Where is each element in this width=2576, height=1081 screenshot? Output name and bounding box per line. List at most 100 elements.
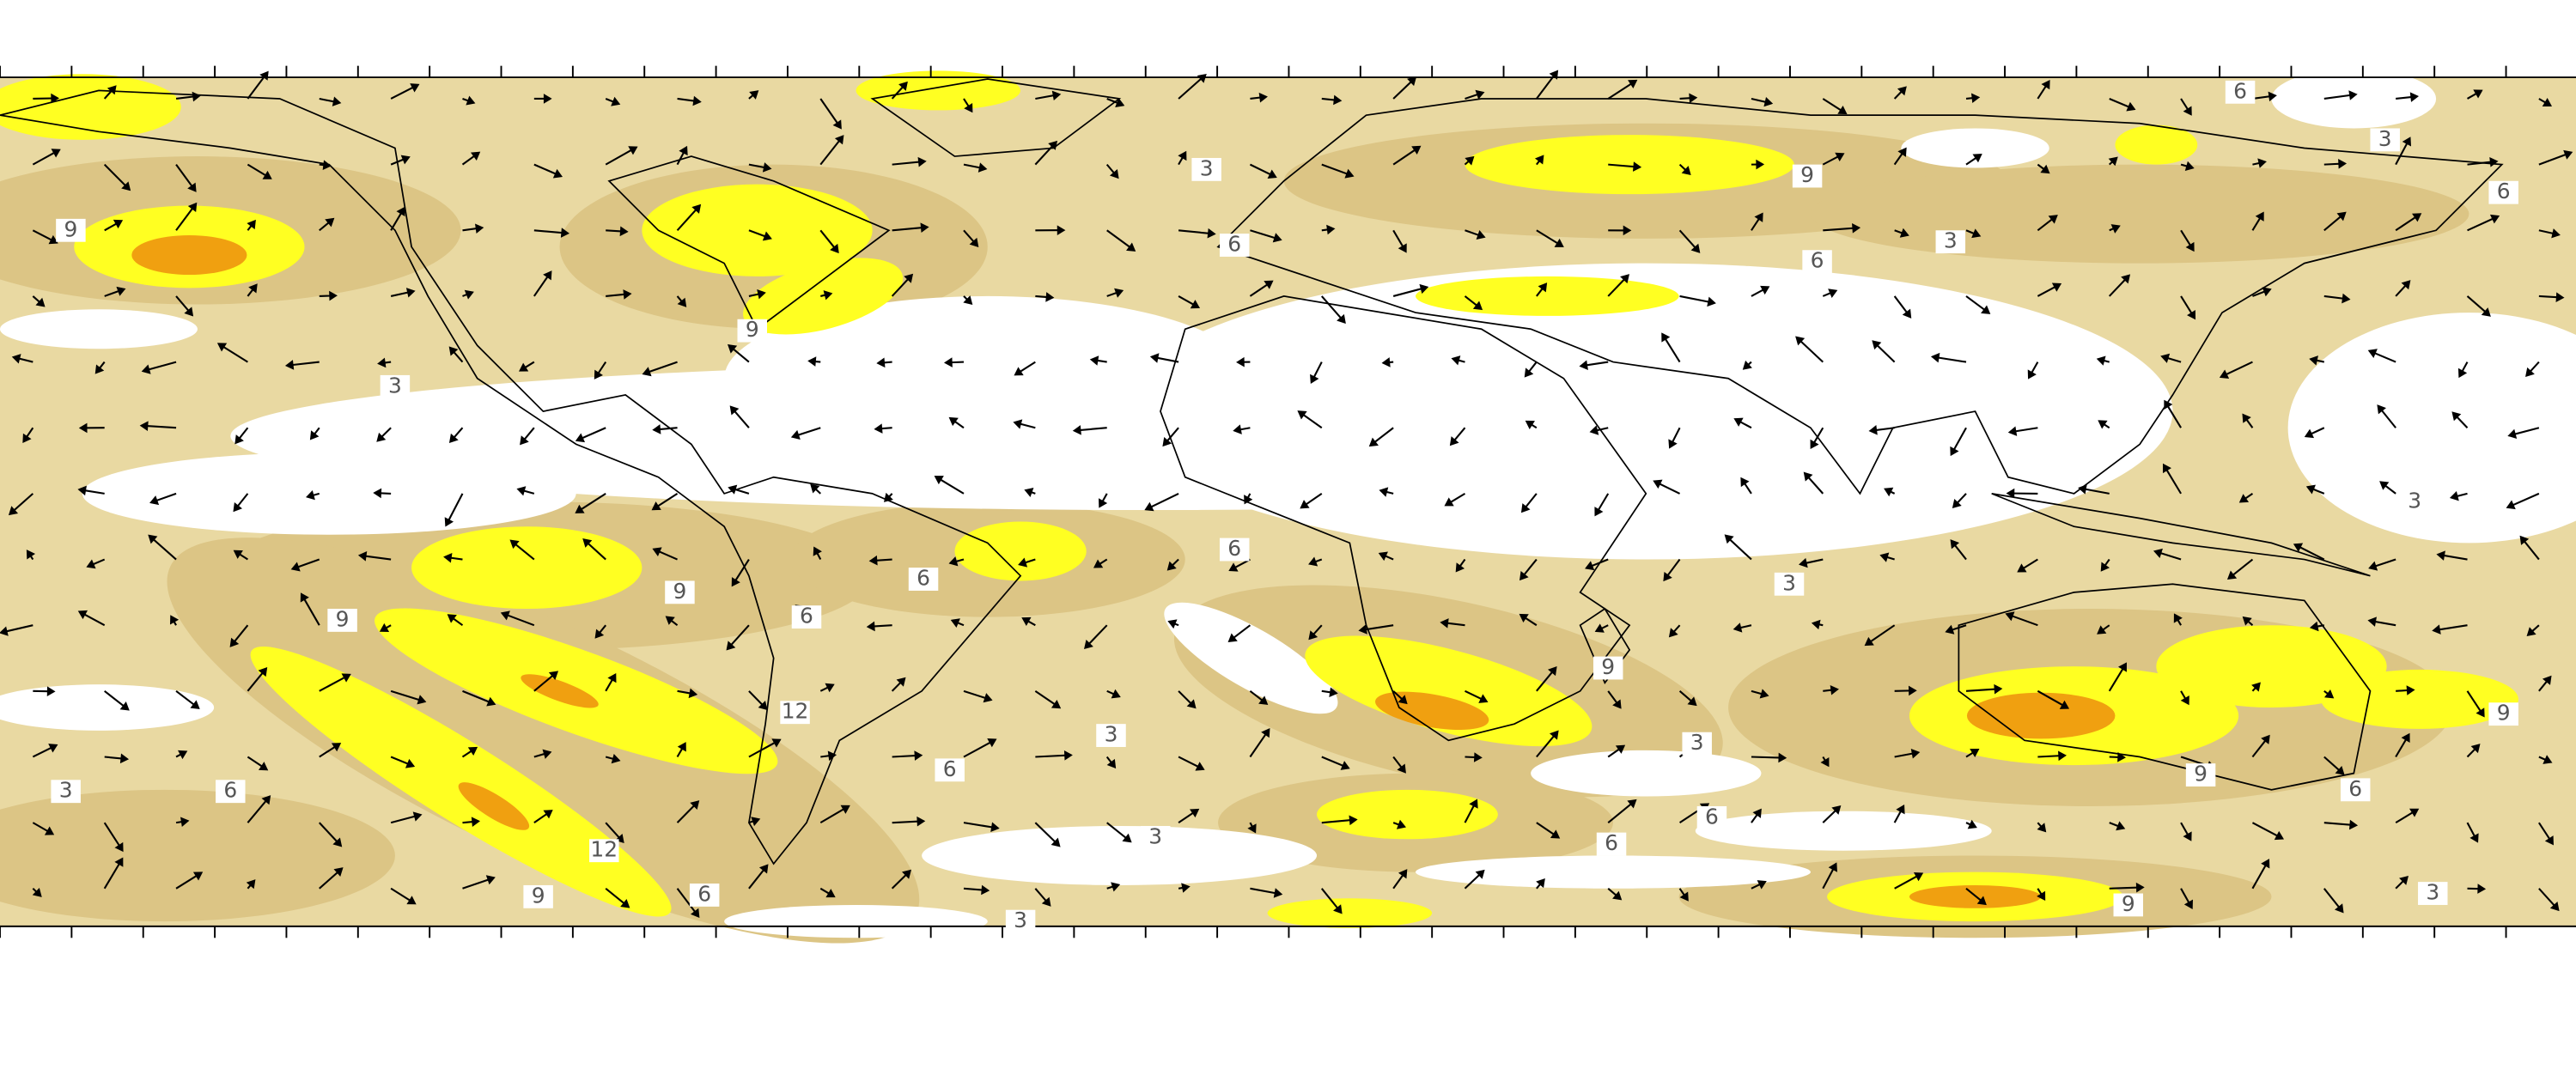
- wind-arrow-head: [190, 700, 200, 709]
- wind-arrow-head: [2406, 685, 2415, 695]
- wind-arrow-head: [1810, 439, 1819, 449]
- wind-arrow-head: [471, 817, 480, 827]
- wind-arrow-head: [1093, 559, 1104, 568]
- contour-label: 6: [1605, 830, 1618, 855]
- wind-arrow-head: [329, 290, 338, 301]
- wind-arrow-head: [2183, 899, 2193, 909]
- wind-arrow-head: [94, 364, 105, 374]
- wind-arrow-head: [1910, 749, 1921, 759]
- wind-arrow-head: [983, 693, 993, 703]
- wind-arrow-head: [2238, 494, 2250, 503]
- wind-arrow-head: [1994, 683, 2003, 695]
- shade-white: [1164, 602, 1338, 714]
- wind-arrow-head: [2542, 675, 2552, 685]
- wind-arrow-head: [1884, 487, 1894, 497]
- wind-arrow-head: [1051, 90, 1062, 101]
- wind-arrow-head: [1440, 618, 1449, 629]
- wind-arrow-head: [1050, 699, 1062, 709]
- wind-arrow-head: [2098, 420, 2108, 429]
- wind-arrow-head: [1519, 613, 1529, 623]
- wind-arrow-head: [575, 504, 585, 513]
- wind-arrow-head: [762, 231, 772, 241]
- wind-arrow-head: [1525, 420, 1535, 429]
- wind-arrow-head: [0, 626, 9, 636]
- wind-arrow-head: [332, 837, 343, 847]
- wind-arrow-head: [1310, 373, 1319, 384]
- wind-arrow-head: [1178, 150, 1187, 161]
- wind-arrow-head: [1585, 561, 1595, 571]
- wind-arrow-head: [405, 288, 416, 298]
- shade-yellow: [250, 647, 672, 917]
- wind-arrow-head: [1273, 888, 1283, 898]
- wind-arrow-head: [2153, 548, 2163, 558]
- contour-label-bg: [1682, 732, 1712, 756]
- wind-arrow-head: [77, 610, 88, 620]
- wind-arrow-head: [1333, 904, 1343, 914]
- wind-arrow-head: [290, 562, 301, 572]
- wind-arrow-head: [1472, 301, 1483, 311]
- wind-arrow-head: [917, 816, 926, 827]
- wind-arrow-head: [807, 356, 817, 367]
- contour-label-bg: [1696, 805, 1727, 829]
- wind-arrow-head: [486, 696, 496, 707]
- wind-arrow-head: [309, 430, 320, 440]
- wind-arrow-head: [1111, 882, 1121, 892]
- wind-arrow-head: [1272, 233, 1282, 243]
- coastlines: [0, 78, 2504, 865]
- wind-arrow-head: [1689, 93, 1698, 104]
- wind-arrow-head: [121, 181, 131, 191]
- wind-arrow-head: [2007, 426, 2018, 436]
- wind-arrow-head: [1089, 355, 1099, 366]
- wind-arrow-head: [78, 422, 88, 434]
- wind-arrow-head: [51, 149, 61, 158]
- wind-arrow-head: [32, 887, 42, 897]
- contour-label: 3: [2426, 880, 2439, 905]
- wind-arrow-head: [2059, 700, 2070, 709]
- wind-arrow-head: [284, 360, 295, 370]
- wind-arrow-head: [1233, 424, 1242, 434]
- wind-arrow-head: [1864, 636, 1874, 647]
- wind-arrow-head: [1115, 98, 1125, 107]
- contour-label-bg: [327, 609, 357, 632]
- contour-label: 12: [590, 837, 618, 862]
- shade-white: [724, 904, 988, 938]
- shade-orange: [131, 235, 247, 276]
- wind-arrow-head: [2037, 890, 2046, 902]
- wind-arrow-head: [187, 202, 198, 212]
- wind-arrow-head: [1455, 562, 1465, 573]
- contour-label-bg: [1596, 832, 1627, 856]
- wind-arrow-head: [192, 871, 204, 881]
- contour-label-bg: [56, 218, 86, 242]
- wind-arrow-head: [950, 618, 960, 628]
- wind-arrow-head: [485, 875, 496, 885]
- wind-arrow-head: [2402, 137, 2412, 147]
- contour-labels: 9 3 9 6 3 6 3 6 6 9 3 3 6 6 9 3 9 6 9 12 3 9 3 6 9 3 6 6 6 3 6 12 9 6 9 3 3: [51, 78, 2518, 933]
- wind-arrow-head: [1835, 152, 1845, 161]
- wind-arrow-head: [623, 289, 632, 300]
- wind-arrow-head: [417, 695, 427, 705]
- wind-arrow-head: [832, 119, 842, 130]
- shade-white: [1416, 855, 1811, 889]
- wind-arrow-head: [2257, 158, 2267, 168]
- wind-arrow-head: [192, 91, 201, 102]
- shade-yellow: [1317, 789, 1498, 840]
- wind-arrow-head: [1048, 140, 1058, 150]
- wind-arrow-head: [948, 556, 959, 567]
- wind-arrow-head: [357, 551, 368, 562]
- wind-arrow-head: [500, 610, 510, 621]
- wind-arrow-head: [758, 701, 768, 711]
- shade-white: [1119, 263, 2173, 560]
- wind-arrow-head: [1612, 890, 1623, 901]
- wind-arrow-head: [2017, 563, 2027, 573]
- wind-arrow-head: [1945, 624, 1955, 635]
- wind-arrow-head: [1340, 761, 1350, 770]
- wind-arrow-head: [1041, 896, 1051, 907]
- wind-arrow-head: [2324, 689, 2335, 699]
- wind-arrow-head: [410, 83, 420, 93]
- wind-arrow-head: [1476, 230, 1486, 240]
- wind-arrow-head: [1967, 819, 1977, 829]
- contour-label-bg: [791, 605, 822, 629]
- wind-arrow-head: [2184, 161, 2195, 171]
- wind-arrow-head: [1099, 498, 1108, 508]
- wind-arrow-head: [1106, 758, 1117, 769]
